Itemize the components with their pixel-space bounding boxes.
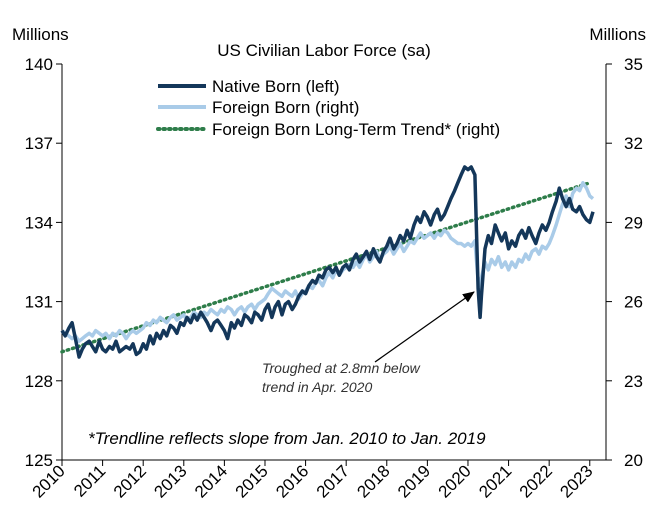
x-tick-label: 2019: [394, 461, 434, 501]
series-line-native-born: [60, 165, 595, 359]
x-tick-label: 2017: [313, 461, 353, 501]
right-tick-label: 20: [624, 451, 643, 470]
left-axis-ticks: 125 128 131 134 137 140: [25, 55, 62, 470]
right-tick-label: 32: [624, 134, 643, 153]
x-tick-label: 2021: [475, 461, 515, 501]
left-axis-label: Millions: [12, 25, 69, 44]
x-axis-ticks: 2010 2011 2012 2013 2014 2015 2016 2017 2018 2019…: [29, 460, 597, 502]
left-tick-label: 131: [25, 293, 53, 312]
x-tick-label: 2016: [272, 461, 312, 501]
trough-annotation-arrow: [374, 291, 475, 363]
legend: Native Born (left) Foreign Born (right) …: [156, 77, 500, 139]
right-axis-label: Millions: [589, 25, 646, 44]
legend-label-trend: Foreign Born Long-Term Trend* (right): [212, 120, 500, 139]
right-tick-label: 26: [624, 293, 643, 312]
x-tick-label: 2013: [150, 461, 190, 501]
right-tick-label: 35: [624, 55, 643, 74]
chart-title: US Civilian Labor Force (sa): [217, 41, 431, 60]
left-tick-label: 140: [25, 55, 53, 74]
x-tick-label: 2012: [110, 461, 150, 501]
legend-label-foreign-born: Foreign Born (right): [212, 98, 359, 117]
left-tick-label: 134: [25, 213, 53, 232]
series-layer: [60, 165, 595, 359]
trough-annotation-line-1: Troughed at 2.8mn below: [262, 360, 421, 376]
legend-label-native-born: Native Born (left): [212, 77, 340, 96]
plot-frame: [61, 64, 607, 461]
legend-item-foreign-born: Foreign Born (right): [158, 98, 359, 117]
legend-item-trend: Foreign Born Long-Term Trend* (right): [156, 120, 500, 139]
left-tick-label: 125: [25, 451, 53, 470]
x-tick-label: 2022: [516, 461, 556, 501]
trough-annotation-line-2: trend in Apr. 2020: [262, 379, 372, 395]
right-tick-label: 23: [624, 372, 643, 391]
x-tick-label: 2015: [232, 461, 272, 501]
legend-item-native-born: Native Born (left): [158, 77, 340, 96]
x-tick-label: 2020: [435, 461, 475, 501]
right-tick-label: 29: [624, 213, 643, 232]
trendline-footnote: *Trendline reflects slope from Jan. 2010…: [88, 429, 486, 448]
x-tick-label: 2011: [70, 461, 109, 500]
x-tick-label: 2023: [556, 461, 596, 501]
right-axis-ticks: 20 23 26 29 32 35: [606, 55, 643, 470]
left-tick-label: 137: [25, 134, 53, 153]
left-tick-label: 128: [25, 372, 53, 391]
trough-annotation: Troughed at 2.8mn below trend in Apr. 20…: [262, 291, 475, 395]
x-tick-label: 2018: [353, 461, 393, 501]
x-tick-label: 2014: [191, 461, 231, 501]
series-line-foreign-born: [60, 181, 595, 343]
